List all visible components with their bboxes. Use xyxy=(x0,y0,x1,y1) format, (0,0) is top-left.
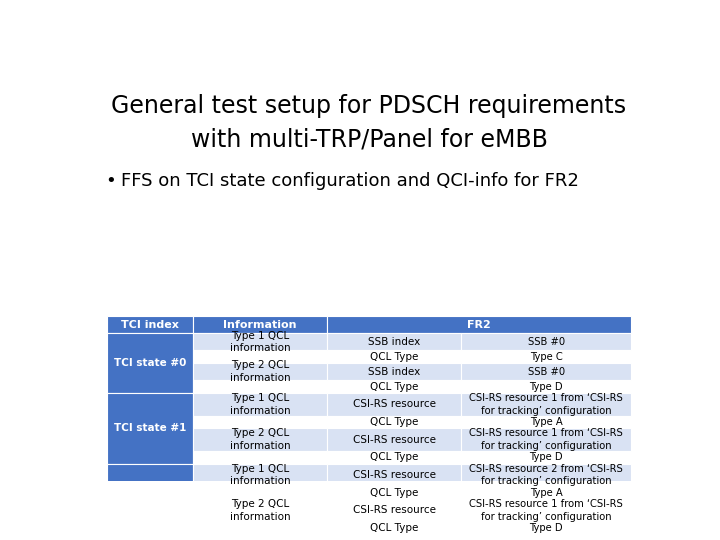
Text: CSI-RS resource: CSI-RS resource xyxy=(353,435,436,444)
Text: Type 2 QCL
information: Type 2 QCL information xyxy=(230,428,290,451)
Bar xyxy=(193,363,327,380)
Bar xyxy=(193,428,327,451)
Bar xyxy=(327,487,461,499)
Bar xyxy=(107,333,193,393)
Text: Type D: Type D xyxy=(529,523,563,533)
Bar xyxy=(193,333,327,350)
Text: Type A: Type A xyxy=(530,488,562,498)
Text: QCL Type: QCL Type xyxy=(370,488,418,498)
Text: CSI-RS resource 1 from ‘CSI-RS
for tracking’ configuration: CSI-RS resource 1 from ‘CSI-RS for track… xyxy=(469,428,623,451)
Text: Information: Information xyxy=(223,320,297,330)
Text: QCL Type: QCL Type xyxy=(370,523,418,533)
Bar xyxy=(327,451,461,463)
Bar xyxy=(461,333,631,350)
Bar xyxy=(193,380,327,393)
Text: FR2: FR2 xyxy=(467,320,491,330)
Bar xyxy=(193,316,327,333)
Text: FFS on TCI state configuration and QCI-info for FR2: FFS on TCI state configuration and QCI-i… xyxy=(121,172,579,190)
Bar xyxy=(461,428,631,451)
Text: SSB #0: SSB #0 xyxy=(528,337,564,347)
Bar xyxy=(107,316,193,333)
Text: TCI state #2: TCI state #2 xyxy=(114,494,186,504)
Text: General test setup for PDSCH requirements: General test setup for PDSCH requirement… xyxy=(112,94,626,118)
Bar xyxy=(461,350,631,363)
Bar xyxy=(461,363,631,380)
Bar xyxy=(193,350,327,363)
Text: CSI-RS resource 1 from ‘CSI-RS
for tracking’ configuration: CSI-RS resource 1 from ‘CSI-RS for track… xyxy=(469,499,623,522)
Bar xyxy=(461,463,631,487)
Text: •: • xyxy=(106,172,117,190)
Text: Type 1 QCL
information: Type 1 QCL information xyxy=(230,330,290,353)
Bar xyxy=(327,463,461,487)
Bar xyxy=(327,499,461,522)
Text: SSB index: SSB index xyxy=(368,337,420,347)
Text: CSI-RS resource: CSI-RS resource xyxy=(353,470,436,480)
Bar xyxy=(327,393,461,416)
Text: Type D: Type D xyxy=(529,453,563,462)
Bar xyxy=(193,499,327,522)
Text: Type 2 QCL
information: Type 2 QCL information xyxy=(230,361,290,383)
Bar xyxy=(461,451,631,463)
Text: Type 1 QCL
information: Type 1 QCL information xyxy=(230,464,290,486)
Text: TCI index: TCI index xyxy=(121,320,179,330)
Text: TCI state #1: TCI state #1 xyxy=(114,423,186,433)
Bar xyxy=(327,333,461,350)
Bar xyxy=(327,350,461,363)
Bar xyxy=(193,463,327,487)
Text: SSB index: SSB index xyxy=(368,367,420,377)
Text: QCL Type: QCL Type xyxy=(370,417,418,427)
Text: with multi-TRP/Panel for eMBB: with multi-TRP/Panel for eMBB xyxy=(191,127,547,152)
Bar xyxy=(461,380,631,393)
Text: CSI-RS resource: CSI-RS resource xyxy=(353,505,436,515)
Bar xyxy=(193,451,327,463)
Bar xyxy=(193,522,327,534)
Text: CSI-RS resource: CSI-RS resource xyxy=(353,399,436,409)
Text: TCI state #0: TCI state #0 xyxy=(114,358,186,368)
Bar xyxy=(327,380,461,393)
Bar xyxy=(193,487,327,499)
Bar xyxy=(327,428,461,451)
Bar xyxy=(461,393,631,416)
Text: CSI-RS resource 1 from ‘CSI-RS
for tracking’ configuration: CSI-RS resource 1 from ‘CSI-RS for track… xyxy=(469,393,623,415)
Text: Type D: Type D xyxy=(529,382,563,392)
Text: SSB #0: SSB #0 xyxy=(528,367,564,377)
Bar xyxy=(107,463,193,534)
Text: Type 2 QCL
information: Type 2 QCL information xyxy=(230,499,290,522)
Text: Type A: Type A xyxy=(530,417,562,427)
Bar xyxy=(193,416,327,428)
Text: Type 1 QCL
information: Type 1 QCL information xyxy=(230,393,290,415)
Bar xyxy=(327,363,461,380)
Bar xyxy=(327,416,461,428)
Text: CSI-RS resource 2 from ‘CSI-RS
for tracking’ configuration: CSI-RS resource 2 from ‘CSI-RS for track… xyxy=(469,464,623,486)
Bar xyxy=(461,487,631,499)
Text: QCL Type: QCL Type xyxy=(370,453,418,462)
Bar xyxy=(193,393,327,416)
Bar xyxy=(107,393,193,463)
Bar xyxy=(327,316,631,333)
Text: Type C: Type C xyxy=(530,352,562,362)
Bar xyxy=(461,499,631,522)
Text: QCL Type: QCL Type xyxy=(370,352,418,362)
Bar xyxy=(461,416,631,428)
Bar xyxy=(461,522,631,534)
Text: QCL Type: QCL Type xyxy=(370,382,418,392)
Bar xyxy=(327,522,461,534)
